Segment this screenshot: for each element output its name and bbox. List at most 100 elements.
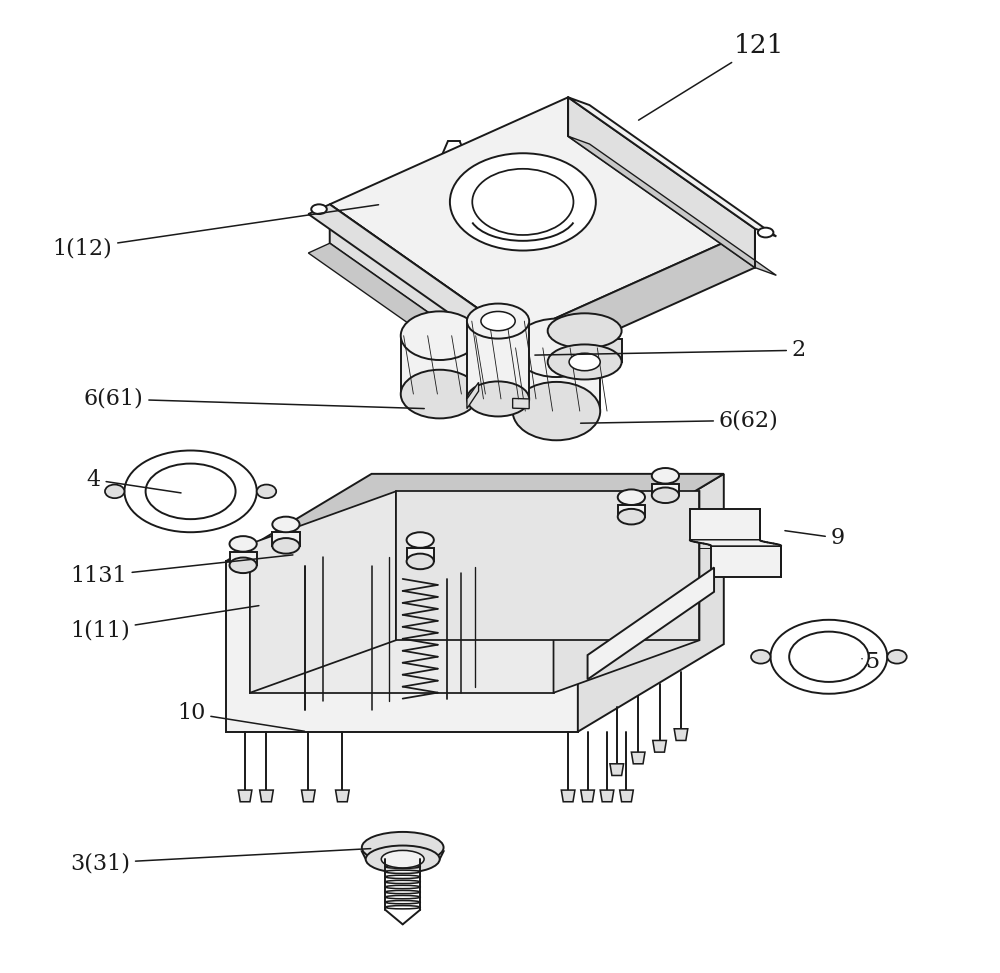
Polygon shape xyxy=(308,204,517,345)
Polygon shape xyxy=(620,790,633,802)
Ellipse shape xyxy=(124,450,257,532)
Ellipse shape xyxy=(513,319,600,378)
Polygon shape xyxy=(631,752,645,764)
Ellipse shape xyxy=(450,153,596,250)
Ellipse shape xyxy=(385,865,420,868)
Text: 1(12): 1(12) xyxy=(52,204,379,259)
Ellipse shape xyxy=(618,489,645,505)
Ellipse shape xyxy=(230,536,257,552)
Ellipse shape xyxy=(548,313,622,348)
Polygon shape xyxy=(600,790,614,802)
Polygon shape xyxy=(690,517,760,548)
Ellipse shape xyxy=(385,860,420,863)
Text: 3(31): 3(31) xyxy=(70,848,371,874)
Ellipse shape xyxy=(311,204,327,214)
Polygon shape xyxy=(513,348,600,411)
Polygon shape xyxy=(308,243,517,384)
Ellipse shape xyxy=(770,620,887,694)
Ellipse shape xyxy=(385,906,420,909)
Ellipse shape xyxy=(362,832,444,863)
Polygon shape xyxy=(674,729,688,740)
Ellipse shape xyxy=(481,311,515,331)
Ellipse shape xyxy=(789,631,869,682)
Ellipse shape xyxy=(385,881,420,883)
Text: 10: 10 xyxy=(177,703,305,732)
Polygon shape xyxy=(330,97,755,336)
Ellipse shape xyxy=(887,650,907,664)
Polygon shape xyxy=(588,567,714,679)
Text: 1131: 1131 xyxy=(70,555,293,587)
Ellipse shape xyxy=(652,468,679,484)
Ellipse shape xyxy=(272,538,300,554)
Polygon shape xyxy=(250,544,554,693)
Ellipse shape xyxy=(652,487,679,503)
Ellipse shape xyxy=(472,169,573,235)
Text: 121: 121 xyxy=(639,33,784,120)
Polygon shape xyxy=(581,790,594,802)
Ellipse shape xyxy=(548,344,622,379)
Polygon shape xyxy=(467,382,479,409)
Polygon shape xyxy=(336,790,349,802)
Ellipse shape xyxy=(407,554,434,569)
Polygon shape xyxy=(711,546,781,577)
Polygon shape xyxy=(568,97,755,268)
Polygon shape xyxy=(548,339,622,362)
Polygon shape xyxy=(568,136,776,275)
Ellipse shape xyxy=(366,846,440,873)
Text: 9: 9 xyxy=(785,527,845,549)
Ellipse shape xyxy=(381,850,424,868)
Ellipse shape xyxy=(758,228,773,237)
Polygon shape xyxy=(467,321,529,399)
Polygon shape xyxy=(230,552,257,565)
Polygon shape xyxy=(272,532,300,546)
Polygon shape xyxy=(260,790,273,802)
Ellipse shape xyxy=(272,517,300,532)
Text: 2: 2 xyxy=(535,340,806,361)
Ellipse shape xyxy=(401,370,479,418)
Polygon shape xyxy=(610,764,624,775)
Ellipse shape xyxy=(385,890,420,893)
Ellipse shape xyxy=(257,485,276,498)
Text: 1(11): 1(11) xyxy=(70,605,259,641)
Polygon shape xyxy=(250,491,396,693)
Polygon shape xyxy=(653,740,666,752)
Ellipse shape xyxy=(146,463,236,520)
Polygon shape xyxy=(561,790,575,802)
Ellipse shape xyxy=(105,485,124,498)
Polygon shape xyxy=(652,484,679,495)
Ellipse shape xyxy=(385,901,420,904)
Polygon shape xyxy=(513,399,529,409)
Ellipse shape xyxy=(569,353,600,371)
Polygon shape xyxy=(568,97,776,236)
Ellipse shape xyxy=(385,870,420,874)
Ellipse shape xyxy=(467,304,529,339)
Polygon shape xyxy=(407,548,434,561)
Ellipse shape xyxy=(230,558,257,573)
Polygon shape xyxy=(401,336,479,394)
Polygon shape xyxy=(690,509,760,540)
Text: 6(61): 6(61) xyxy=(84,388,424,410)
Text: 4: 4 xyxy=(86,469,181,493)
Polygon shape xyxy=(302,790,315,802)
Ellipse shape xyxy=(618,509,645,524)
Ellipse shape xyxy=(407,532,434,548)
Polygon shape xyxy=(238,790,252,802)
Text: 6(62): 6(62) xyxy=(581,410,779,431)
Ellipse shape xyxy=(401,311,479,360)
Polygon shape xyxy=(226,474,724,561)
Polygon shape xyxy=(226,561,578,732)
Text: 5: 5 xyxy=(862,651,879,672)
Ellipse shape xyxy=(385,885,420,888)
Ellipse shape xyxy=(385,895,420,899)
Ellipse shape xyxy=(467,381,529,416)
Polygon shape xyxy=(362,851,444,859)
Polygon shape xyxy=(554,491,699,693)
Ellipse shape xyxy=(513,381,600,440)
Polygon shape xyxy=(690,540,781,546)
Ellipse shape xyxy=(385,876,420,879)
Polygon shape xyxy=(517,229,755,375)
Polygon shape xyxy=(396,491,699,640)
Polygon shape xyxy=(618,505,645,517)
Ellipse shape xyxy=(751,650,770,664)
Polygon shape xyxy=(578,474,724,732)
